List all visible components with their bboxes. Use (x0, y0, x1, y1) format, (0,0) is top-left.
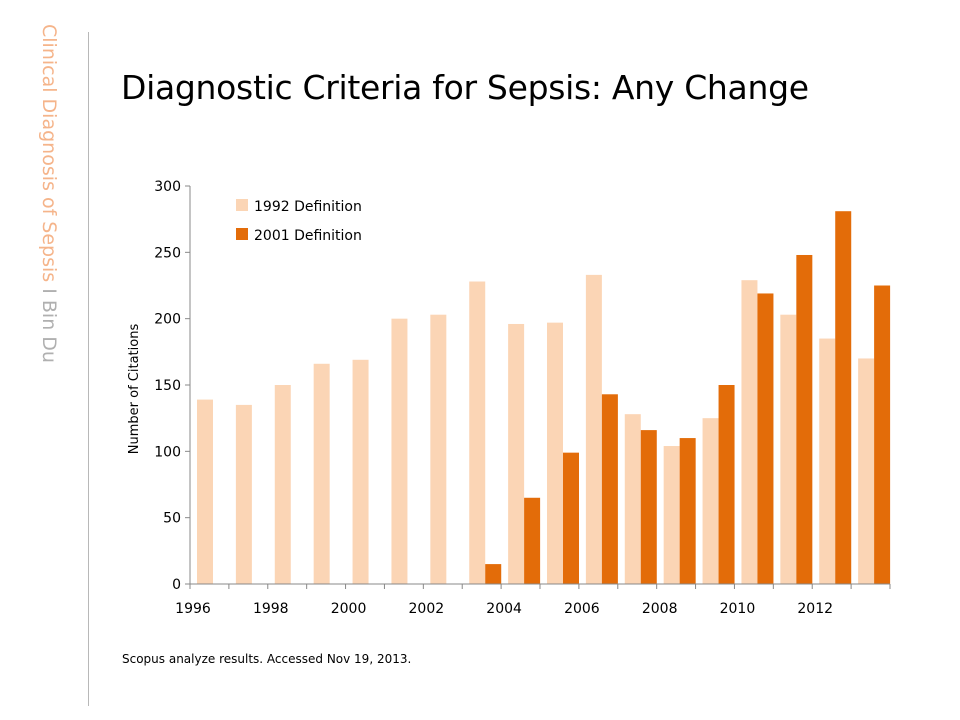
bar-2001-2007 (640, 430, 657, 584)
x-tick-label-2012: 2012 (797, 601, 833, 617)
bar-1992-2004 (508, 323, 525, 584)
sidebar-title-text: Clinical Diagnosis of Sepsis (38, 24, 60, 283)
x-tick-label-2006: 2006 (564, 601, 600, 617)
sidebar-separator: I (38, 282, 60, 300)
bar-2001-2010 (757, 293, 774, 584)
y-tick-label-0: 0 (172, 577, 181, 593)
bar-1992-2006 (585, 274, 602, 584)
bar-1992-2007 (624, 414, 641, 584)
x-tick-label-2010: 2010 (720, 601, 756, 617)
bar-2001-2012 (835, 211, 852, 584)
bar-1992-2009 (702, 418, 719, 584)
y-tick-label-100: 100 (154, 444, 181, 460)
bar-2001-2013 (874, 285, 891, 584)
bar-2001-2006 (601, 394, 618, 584)
x-tick-label-2002: 2002 (409, 601, 445, 617)
bar-1992-1997 (235, 404, 252, 584)
bar-1992-2008 (663, 446, 680, 584)
bar-1992-1996 (197, 399, 213, 584)
bar-1992-1998 (274, 385, 291, 584)
bar-2001-2011 (796, 254, 813, 584)
y-tick-label-300: 300 (154, 179, 181, 195)
bar-2001-2009 (718, 385, 735, 584)
legend-label-2001: 2001 Definition (254, 228, 362, 244)
bar-1992-2012 (819, 338, 836, 584)
bar-2001-2004 (524, 497, 541, 584)
x-tick-label-2004: 2004 (486, 601, 522, 617)
bar-1992-2005 (547, 322, 563, 584)
y-tick-label-150: 150 (154, 378, 181, 394)
x-tick-label-2008: 2008 (642, 601, 678, 617)
legend-swatch-2001 (236, 228, 248, 240)
bar-2001-2003 (485, 564, 502, 584)
bar-1992-2003 (469, 281, 486, 584)
bar-2001-2005 (563, 452, 579, 584)
source-footnote: Scopus analyze results. Accessed Nov 19,… (122, 652, 412, 666)
x-tick-label-1996: 1996 (175, 601, 211, 617)
bar-1992-2011 (780, 314, 797, 584)
page-title: Diagnostic Criteria for Sepsis: Any Chan… (121, 68, 809, 107)
y-tick-label-250: 250 (154, 245, 181, 261)
legend-swatch-1992 (236, 199, 248, 211)
bar-1992-2002 (430, 314, 447, 584)
sidebar-title: Clinical Diagnosis of Sepsis I Bin Du (38, 24, 60, 363)
bar-1992-1999 (313, 363, 330, 584)
bar-1992-2010 (741, 280, 758, 584)
y-tick-label-50: 50 (163, 511, 181, 527)
bar-2001-2008 (679, 438, 696, 584)
y-axis-title: Number of Citations (127, 324, 142, 455)
legend-label-1992: 1992 Definition (254, 199, 362, 215)
bar-1992-2000 (352, 359, 369, 584)
bar-1992-2001 (391, 318, 408, 584)
sidebar: Clinical Diagnosis of Sepsis I Bin Du (0, 0, 88, 720)
bar-1992-2013 (858, 358, 875, 584)
y-tick-label-200: 200 (154, 312, 181, 328)
x-tick-label-2000: 2000 (331, 601, 367, 617)
x-tick-label-1998: 1998 (253, 601, 289, 617)
sidebar-author: Bin Du (38, 299, 60, 363)
sidebar-divider (88, 32, 89, 706)
